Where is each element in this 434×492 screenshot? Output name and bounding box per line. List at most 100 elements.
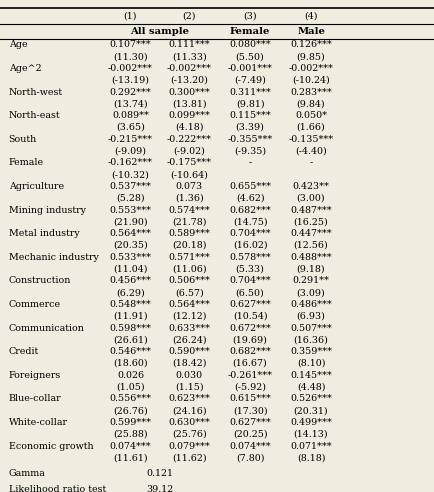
Text: (11.61): (11.61) (113, 454, 148, 462)
Text: 0.030: 0.030 (175, 371, 202, 380)
Text: (-5.92): (-5.92) (233, 383, 266, 392)
Text: (20.18): (20.18) (171, 241, 206, 250)
Text: 0.121: 0.121 (146, 469, 173, 478)
Text: 0.533***: 0.533*** (109, 253, 151, 262)
Text: (1.15): (1.15) (174, 383, 203, 392)
Text: Likelihood ratio test: Likelihood ratio test (9, 485, 106, 492)
Text: Economic growth: Economic growth (9, 442, 93, 451)
Text: (7.80): (7.80) (235, 454, 264, 462)
Text: 0.506***: 0.506*** (168, 277, 210, 285)
Text: (3.65): (3.65) (116, 123, 145, 132)
Text: 0.488***: 0.488*** (289, 253, 331, 262)
Text: Female: Female (230, 27, 270, 36)
Text: (17.30): (17.30) (232, 406, 267, 415)
Text: -0.135***: -0.135*** (288, 135, 333, 144)
Text: -0.002***: -0.002*** (166, 64, 211, 73)
Text: 39.12: 39.12 (146, 485, 173, 492)
Text: (-9.09): (-9.09) (114, 147, 146, 155)
Text: (-13.20): (-13.20) (170, 76, 208, 85)
Text: 0.589***: 0.589*** (168, 229, 210, 238)
Text: Credit: Credit (9, 347, 39, 356)
Text: All sample: All sample (130, 27, 189, 36)
Text: 0.292***: 0.292*** (109, 88, 151, 96)
Text: (16.02): (16.02) (232, 241, 267, 250)
Text: (12.56): (12.56) (293, 241, 328, 250)
Text: -0.175***: -0.175*** (166, 158, 211, 167)
Text: -: - (248, 158, 251, 167)
Text: 0.074***: 0.074*** (229, 442, 270, 451)
Text: (11.33): (11.33) (171, 52, 206, 61)
Text: 0.672***: 0.672*** (229, 324, 270, 333)
Text: 0.507***: 0.507*** (289, 324, 331, 333)
Text: Age: Age (9, 40, 27, 49)
Text: 0.126***: 0.126*** (289, 40, 331, 49)
Text: 0.526***: 0.526*** (289, 395, 331, 403)
Text: Agriculture: Agriculture (9, 182, 64, 191)
Text: -0.261***: -0.261*** (227, 371, 272, 380)
Text: (11.06): (11.06) (171, 265, 206, 274)
Text: (9.84): (9.84) (296, 99, 325, 108)
Text: 0.283***: 0.283*** (289, 88, 331, 96)
Text: (20.25): (20.25) (232, 430, 267, 439)
Text: (6.57): (6.57) (174, 288, 203, 297)
Text: Mechanic industry: Mechanic industry (9, 253, 99, 262)
Text: 0.050*: 0.050* (294, 111, 326, 120)
Text: (12.12): (12.12) (171, 312, 206, 321)
Text: 0.145***: 0.145*** (289, 371, 331, 380)
Text: (4.18): (4.18) (174, 123, 203, 132)
Text: (8.10): (8.10) (296, 359, 325, 368)
Text: 0.073: 0.073 (175, 182, 202, 191)
Text: 0.571***: 0.571*** (168, 253, 210, 262)
Text: 0.630***: 0.630*** (168, 418, 210, 427)
Text: 0.107***: 0.107*** (109, 40, 151, 49)
Text: 0.599***: 0.599*** (109, 418, 151, 427)
Text: 0.300***: 0.300*** (168, 88, 210, 96)
Text: 0.548***: 0.548*** (109, 300, 151, 309)
Text: (1.36): (1.36) (174, 194, 203, 203)
Text: (3.09): (3.09) (296, 288, 325, 297)
Text: 0.627***: 0.627*** (229, 418, 270, 427)
Text: (5.28): (5.28) (116, 194, 145, 203)
Text: (9.18): (9.18) (296, 265, 325, 274)
Text: 0.655***: 0.655*** (229, 182, 270, 191)
Text: -0.162***: -0.162*** (108, 158, 153, 167)
Text: Construction: Construction (9, 277, 71, 285)
Text: (16.36): (16.36) (293, 336, 328, 344)
Text: (4): (4) (303, 11, 317, 20)
Text: 0.546***: 0.546*** (109, 347, 151, 356)
Text: Mining industry: Mining industry (9, 206, 85, 215)
Text: 0.682***: 0.682*** (229, 347, 270, 356)
Text: (26.61): (26.61) (113, 336, 148, 344)
Text: -0.222***: -0.222*** (166, 135, 211, 144)
Text: (11.62): (11.62) (171, 454, 206, 462)
Text: Communication: Communication (9, 324, 84, 333)
Text: 0.623***: 0.623*** (168, 395, 210, 403)
Text: 0.598***: 0.598*** (109, 324, 151, 333)
Text: 0.074***: 0.074*** (109, 442, 151, 451)
Text: 0.578***: 0.578*** (229, 253, 270, 262)
Text: (6.29): (6.29) (116, 288, 145, 297)
Text: 0.456***: 0.456*** (109, 277, 151, 285)
Text: 0.311***: 0.311*** (229, 88, 270, 96)
Text: (-7.49): (-7.49) (233, 76, 266, 85)
Text: 0.115***: 0.115*** (229, 111, 270, 120)
Text: 0.291**: 0.291** (292, 277, 329, 285)
Text: 0.627***: 0.627*** (229, 300, 270, 309)
Text: 0.486***: 0.486*** (289, 300, 331, 309)
Text: (26.76): (26.76) (113, 406, 148, 415)
Text: (-13.19): (-13.19) (111, 76, 149, 85)
Text: (14.13): (14.13) (293, 430, 328, 439)
Text: (-10.64): (-10.64) (170, 170, 208, 179)
Text: (19.69): (19.69) (232, 336, 267, 344)
Text: (1): (1) (123, 11, 137, 20)
Text: (11.04): (11.04) (113, 265, 148, 274)
Text: -0.002***: -0.002*** (288, 64, 333, 73)
Text: 0.499***: 0.499*** (289, 418, 331, 427)
Text: (8.18): (8.18) (296, 454, 325, 462)
Text: North-west: North-west (9, 88, 62, 96)
Text: North-east: North-east (9, 111, 60, 120)
Text: (3.00): (3.00) (296, 194, 325, 203)
Text: (16.25): (16.25) (293, 217, 328, 226)
Text: (20.35): (20.35) (113, 241, 148, 250)
Text: (3): (3) (243, 11, 256, 20)
